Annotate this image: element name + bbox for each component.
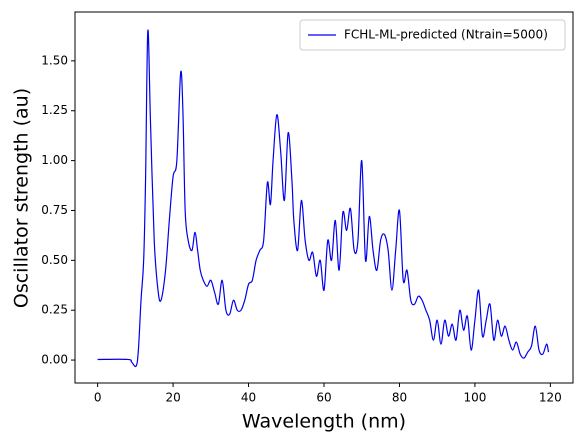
x-tick-label: 80: [392, 391, 407, 405]
x-tick-label: 20: [165, 391, 180, 405]
y-tick-label: 0.50: [41, 253, 68, 267]
x-tick-label: 0: [94, 391, 102, 405]
legend-box: [299, 19, 566, 51]
x-tick-label: 120: [539, 391, 562, 405]
y-axis-label: Oscillator strength (au): [11, 88, 33, 308]
legend-label: FCHL-ML-predicted (Ntrain=5000): [344, 28, 548, 42]
y-tick-label: 1.00: [41, 153, 68, 167]
y-tick-label: 1.25: [41, 103, 68, 117]
y-tick-label: 0.75: [41, 203, 68, 217]
x-tick-label: 60: [316, 391, 331, 405]
y-tick-label: 1.50: [41, 53, 68, 67]
y-tick-label: 0.25: [41, 303, 68, 317]
x-tick-label: 100: [463, 391, 486, 405]
series-line: [97, 29, 550, 368]
plot-frame: [74, 11, 574, 384]
x-axis-label: Wavelength (nm): [242, 411, 406, 433]
x-tick-label: 40: [241, 391, 256, 405]
y-tick-label: 0.00: [41, 353, 68, 367]
